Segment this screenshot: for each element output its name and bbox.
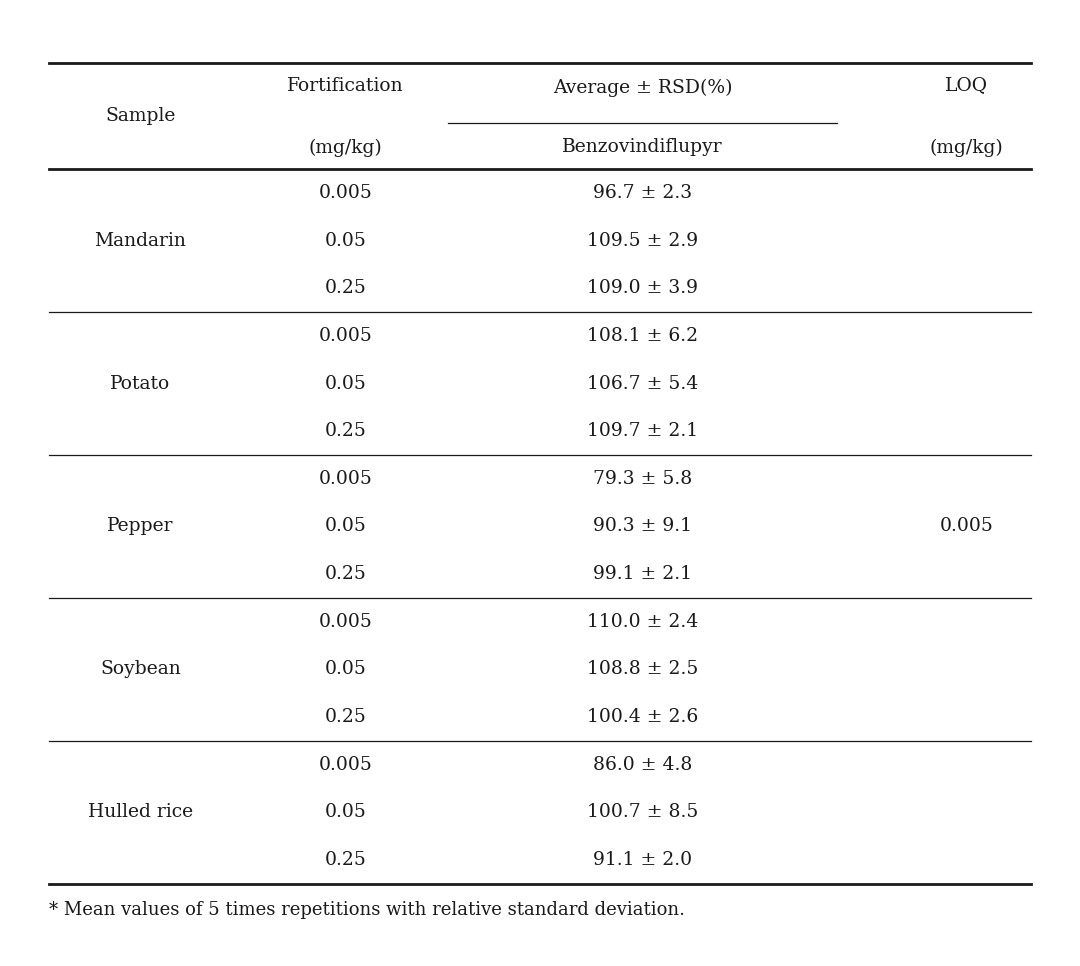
Text: 99.1 ± 2.1: 99.1 ± 2.1 [593, 565, 692, 583]
Text: 110.0 ± 2.4: 110.0 ± 2.4 [586, 612, 699, 631]
Text: 108.8 ± 2.5: 108.8 ± 2.5 [586, 661, 699, 678]
Text: 0.005: 0.005 [319, 327, 373, 345]
Text: 96.7 ± 2.3: 96.7 ± 2.3 [593, 184, 692, 202]
Text: Pepper: Pepper [107, 518, 174, 535]
Text: 0.05: 0.05 [325, 375, 366, 392]
Text: (mg/kg): (mg/kg) [930, 139, 1003, 157]
Text: 0.25: 0.25 [325, 565, 366, 583]
Text: 0.005: 0.005 [319, 184, 373, 202]
Text: 0.25: 0.25 [325, 851, 366, 869]
Text: 108.1 ± 6.2: 108.1 ± 6.2 [588, 327, 698, 345]
Text: Sample: Sample [105, 107, 176, 125]
Text: 100.7 ± 8.5: 100.7 ± 8.5 [586, 804, 699, 821]
Text: Fortification: Fortification [287, 76, 404, 95]
Text: (mg/kg): (mg/kg) [309, 139, 382, 157]
Text: LOQ: LOQ [945, 76, 988, 95]
Text: 0.005: 0.005 [319, 755, 373, 774]
Text: 0.25: 0.25 [325, 422, 366, 440]
Text: 109.5 ± 2.9: 109.5 ± 2.9 [588, 232, 698, 249]
Text: 0.05: 0.05 [325, 232, 366, 249]
Text: 0.05: 0.05 [325, 804, 366, 821]
Text: Benzovindiflupyr: Benzovindiflupyr [563, 138, 723, 156]
Text: 100.4 ± 2.6: 100.4 ± 2.6 [586, 708, 699, 726]
Text: 0.05: 0.05 [325, 518, 366, 535]
Text: 106.7 ± 5.4: 106.7 ± 5.4 [586, 375, 699, 392]
Text: 90.3 ± 9.1: 90.3 ± 9.1 [593, 518, 692, 535]
Text: Hulled rice: Hulled rice [87, 804, 193, 821]
Text: 109.7 ± 2.1: 109.7 ± 2.1 [588, 422, 698, 440]
Text: 0.005: 0.005 [319, 612, 373, 631]
Text: Mandarin: Mandarin [94, 232, 187, 249]
Text: Potato: Potato [110, 375, 171, 392]
Text: 0.005: 0.005 [319, 469, 373, 488]
Text: 0.25: 0.25 [325, 279, 366, 298]
Text: 86.0 ± 4.8: 86.0 ± 4.8 [593, 755, 692, 774]
Text: 0.05: 0.05 [325, 661, 366, 678]
Text: * Mean values of 5 times repetitions with relative standard deviation.: * Mean values of 5 times repetitions wit… [49, 901, 685, 919]
Text: 91.1 ± 2.0: 91.1 ± 2.0 [593, 851, 692, 869]
Text: Soybean: Soybean [100, 661, 180, 678]
Text: 79.3 ± 5.8: 79.3 ± 5.8 [593, 469, 692, 488]
Text: 109.0 ± 3.9: 109.0 ± 3.9 [588, 279, 698, 298]
Text: 0.005: 0.005 [940, 518, 994, 535]
Text: Average ± RSD(%): Average ± RSD(%) [553, 79, 732, 97]
Text: 0.25: 0.25 [325, 708, 366, 726]
